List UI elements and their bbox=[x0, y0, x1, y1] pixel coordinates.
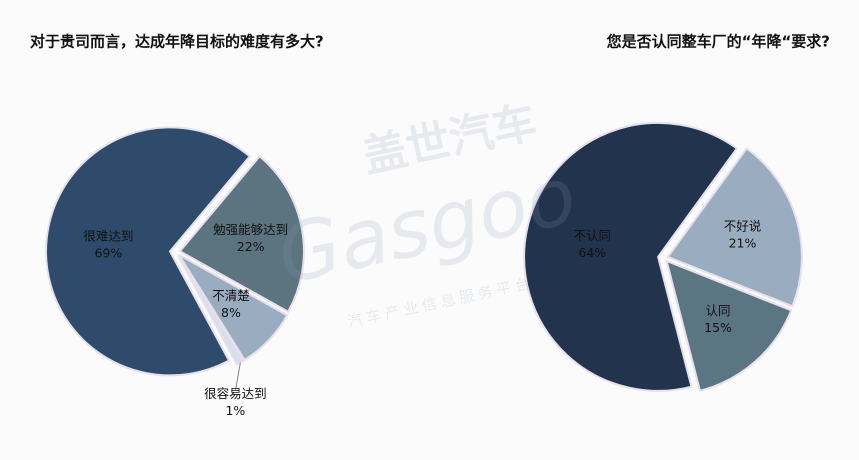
slice-value: 8% bbox=[221, 305, 241, 320]
slice-label: 认同 bbox=[706, 303, 731, 318]
pie-slice bbox=[523, 121, 739, 392]
slice-value: 69% bbox=[94, 246, 122, 261]
pie-slice bbox=[178, 154, 305, 314]
slice-label: 不认同 bbox=[574, 228, 612, 243]
pie-slice bbox=[45, 126, 252, 377]
slice-label: 很容易达到 bbox=[204, 386, 267, 401]
pie-slice bbox=[665, 259, 793, 393]
slice-value: 22% bbox=[237, 239, 265, 254]
chart-title: 您是否认同整车厂的“年降“要求? bbox=[606, 33, 830, 51]
slice-label: 勉强能够达到 bbox=[213, 222, 288, 237]
slice-value: 15% bbox=[704, 320, 732, 335]
slice-label: 很难达到 bbox=[83, 229, 133, 244]
pie-slice bbox=[666, 147, 803, 308]
slice-label: 不好说 bbox=[724, 219, 762, 234]
chart-title: 对于贵司而言，达成年降目标的难度有多大? bbox=[30, 33, 324, 51]
pie-slice bbox=[178, 253, 289, 362]
slice-value: 64% bbox=[578, 245, 606, 260]
pies: 对于贵司而言，达成年降目标的难度有多大? 很难达到 69% 勉强能够达到 22% 不清楚 8… bbox=[30, 33, 830, 419]
slice-value: 1% bbox=[225, 403, 245, 418]
slice-label: 不清楚 bbox=[212, 288, 250, 303]
slice-value: 21% bbox=[729, 236, 757, 251]
leader-line bbox=[234, 362, 241, 391]
